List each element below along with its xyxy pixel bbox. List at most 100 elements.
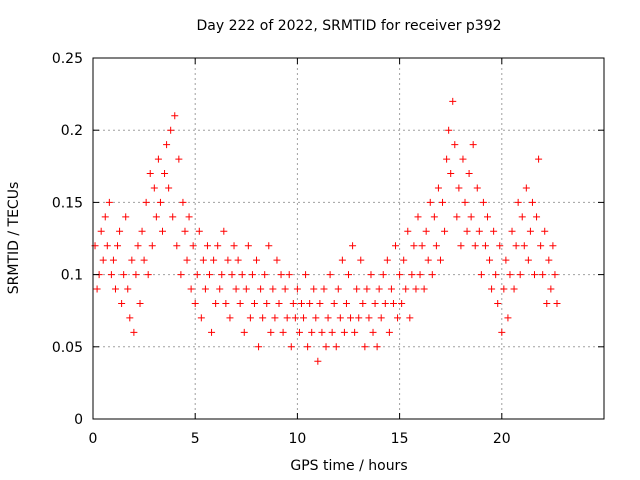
data-point: [240, 328, 248, 336]
data-point: [128, 256, 136, 264]
data-point: [316, 299, 324, 307]
data-point: [169, 213, 177, 221]
data-point: [471, 242, 479, 250]
data-point: [181, 227, 189, 235]
data-point: [124, 285, 132, 293]
data-point: [426, 198, 434, 206]
data-point: [408, 271, 416, 279]
data-point: [514, 198, 522, 206]
data-point: [492, 271, 500, 279]
data-point: [165, 184, 173, 192]
data-point: [99, 256, 107, 264]
data-point: [445, 126, 453, 134]
data-point: [404, 227, 412, 235]
data-point: [394, 314, 402, 322]
data-point: [340, 328, 348, 336]
data-point: [537, 242, 545, 250]
x-axis-label: GPS time / hours: [290, 458, 407, 474]
data-point: [109, 256, 117, 264]
data-point: [545, 256, 553, 264]
data-point: [103, 242, 111, 250]
data-point: [146, 170, 154, 178]
data-point: [459, 155, 467, 163]
data-point: [506, 271, 514, 279]
data-point: [199, 256, 207, 264]
data-point: [173, 242, 181, 250]
data-point: [469, 141, 477, 149]
data-point: [424, 256, 432, 264]
data-point: [422, 227, 430, 235]
data-point: [187, 285, 195, 293]
data-point: [361, 343, 369, 351]
data-point: [371, 299, 379, 307]
data-point: [232, 285, 240, 293]
data-point: [226, 314, 234, 322]
axis-ticks: [92, 57, 604, 420]
data-point: [410, 242, 418, 250]
data-point: [267, 328, 275, 336]
data-point: [118, 299, 126, 307]
data-point: [257, 285, 265, 293]
data-point: [326, 271, 334, 279]
y-tick-label: 0.15: [52, 195, 83, 211]
data-point: [524, 256, 532, 264]
data-point: [522, 184, 530, 192]
data-point: [134, 242, 142, 250]
data-point: [336, 314, 344, 322]
data-point: [218, 271, 226, 279]
y-tick-label: 0.2: [61, 123, 83, 139]
data-point: [363, 285, 371, 293]
data-point: [496, 242, 504, 250]
data-point: [392, 242, 400, 250]
y-tick-label: 0.25: [52, 51, 83, 67]
data-point: [402, 285, 410, 293]
data-point: [314, 357, 322, 365]
data-point: [396, 271, 404, 279]
data-point: [322, 343, 330, 351]
data-point: [277, 271, 285, 279]
data-point: [171, 112, 179, 120]
data-point: [295, 328, 303, 336]
data-point: [183, 256, 191, 264]
x-tick-label: 10: [288, 431, 306, 447]
data-point: [504, 314, 512, 322]
data-point: [486, 256, 494, 264]
data-point: [242, 285, 250, 293]
y-tick-label: 0: [74, 412, 83, 428]
x-tick-label: 15: [391, 431, 409, 447]
data-point: [116, 227, 124, 235]
data-point: [93, 285, 101, 293]
data-point: [516, 271, 524, 279]
data-point: [418, 242, 426, 250]
data-point: [330, 299, 338, 307]
data-point: [332, 343, 340, 351]
data-point: [185, 213, 193, 221]
data-point: [490, 227, 498, 235]
data-point: [130, 328, 138, 336]
data-point: [453, 213, 461, 221]
data-point: [541, 227, 549, 235]
data-point: [177, 271, 185, 279]
data-point: [222, 299, 230, 307]
x-tick-label: 20: [493, 431, 511, 447]
data-point: [539, 271, 547, 279]
data-point: [300, 314, 308, 322]
data-point: [140, 256, 148, 264]
data-point: [269, 285, 277, 293]
data-point: [161, 170, 169, 178]
data-point: [443, 155, 451, 163]
data-point: [297, 299, 305, 307]
data-point: [432, 242, 440, 250]
data-point: [105, 198, 113, 206]
data-point: [342, 299, 350, 307]
data-point: [253, 256, 261, 264]
data-point: [436, 256, 444, 264]
data-point: [236, 299, 244, 307]
data-point: [526, 227, 534, 235]
data-point: [461, 198, 469, 206]
chart-title: Day 222 of 2022, SRMTID for receiver p39…: [196, 18, 501, 34]
data-point: [132, 271, 140, 279]
data-point: [389, 299, 397, 307]
data-point: [189, 242, 197, 250]
data-point: [518, 213, 526, 221]
